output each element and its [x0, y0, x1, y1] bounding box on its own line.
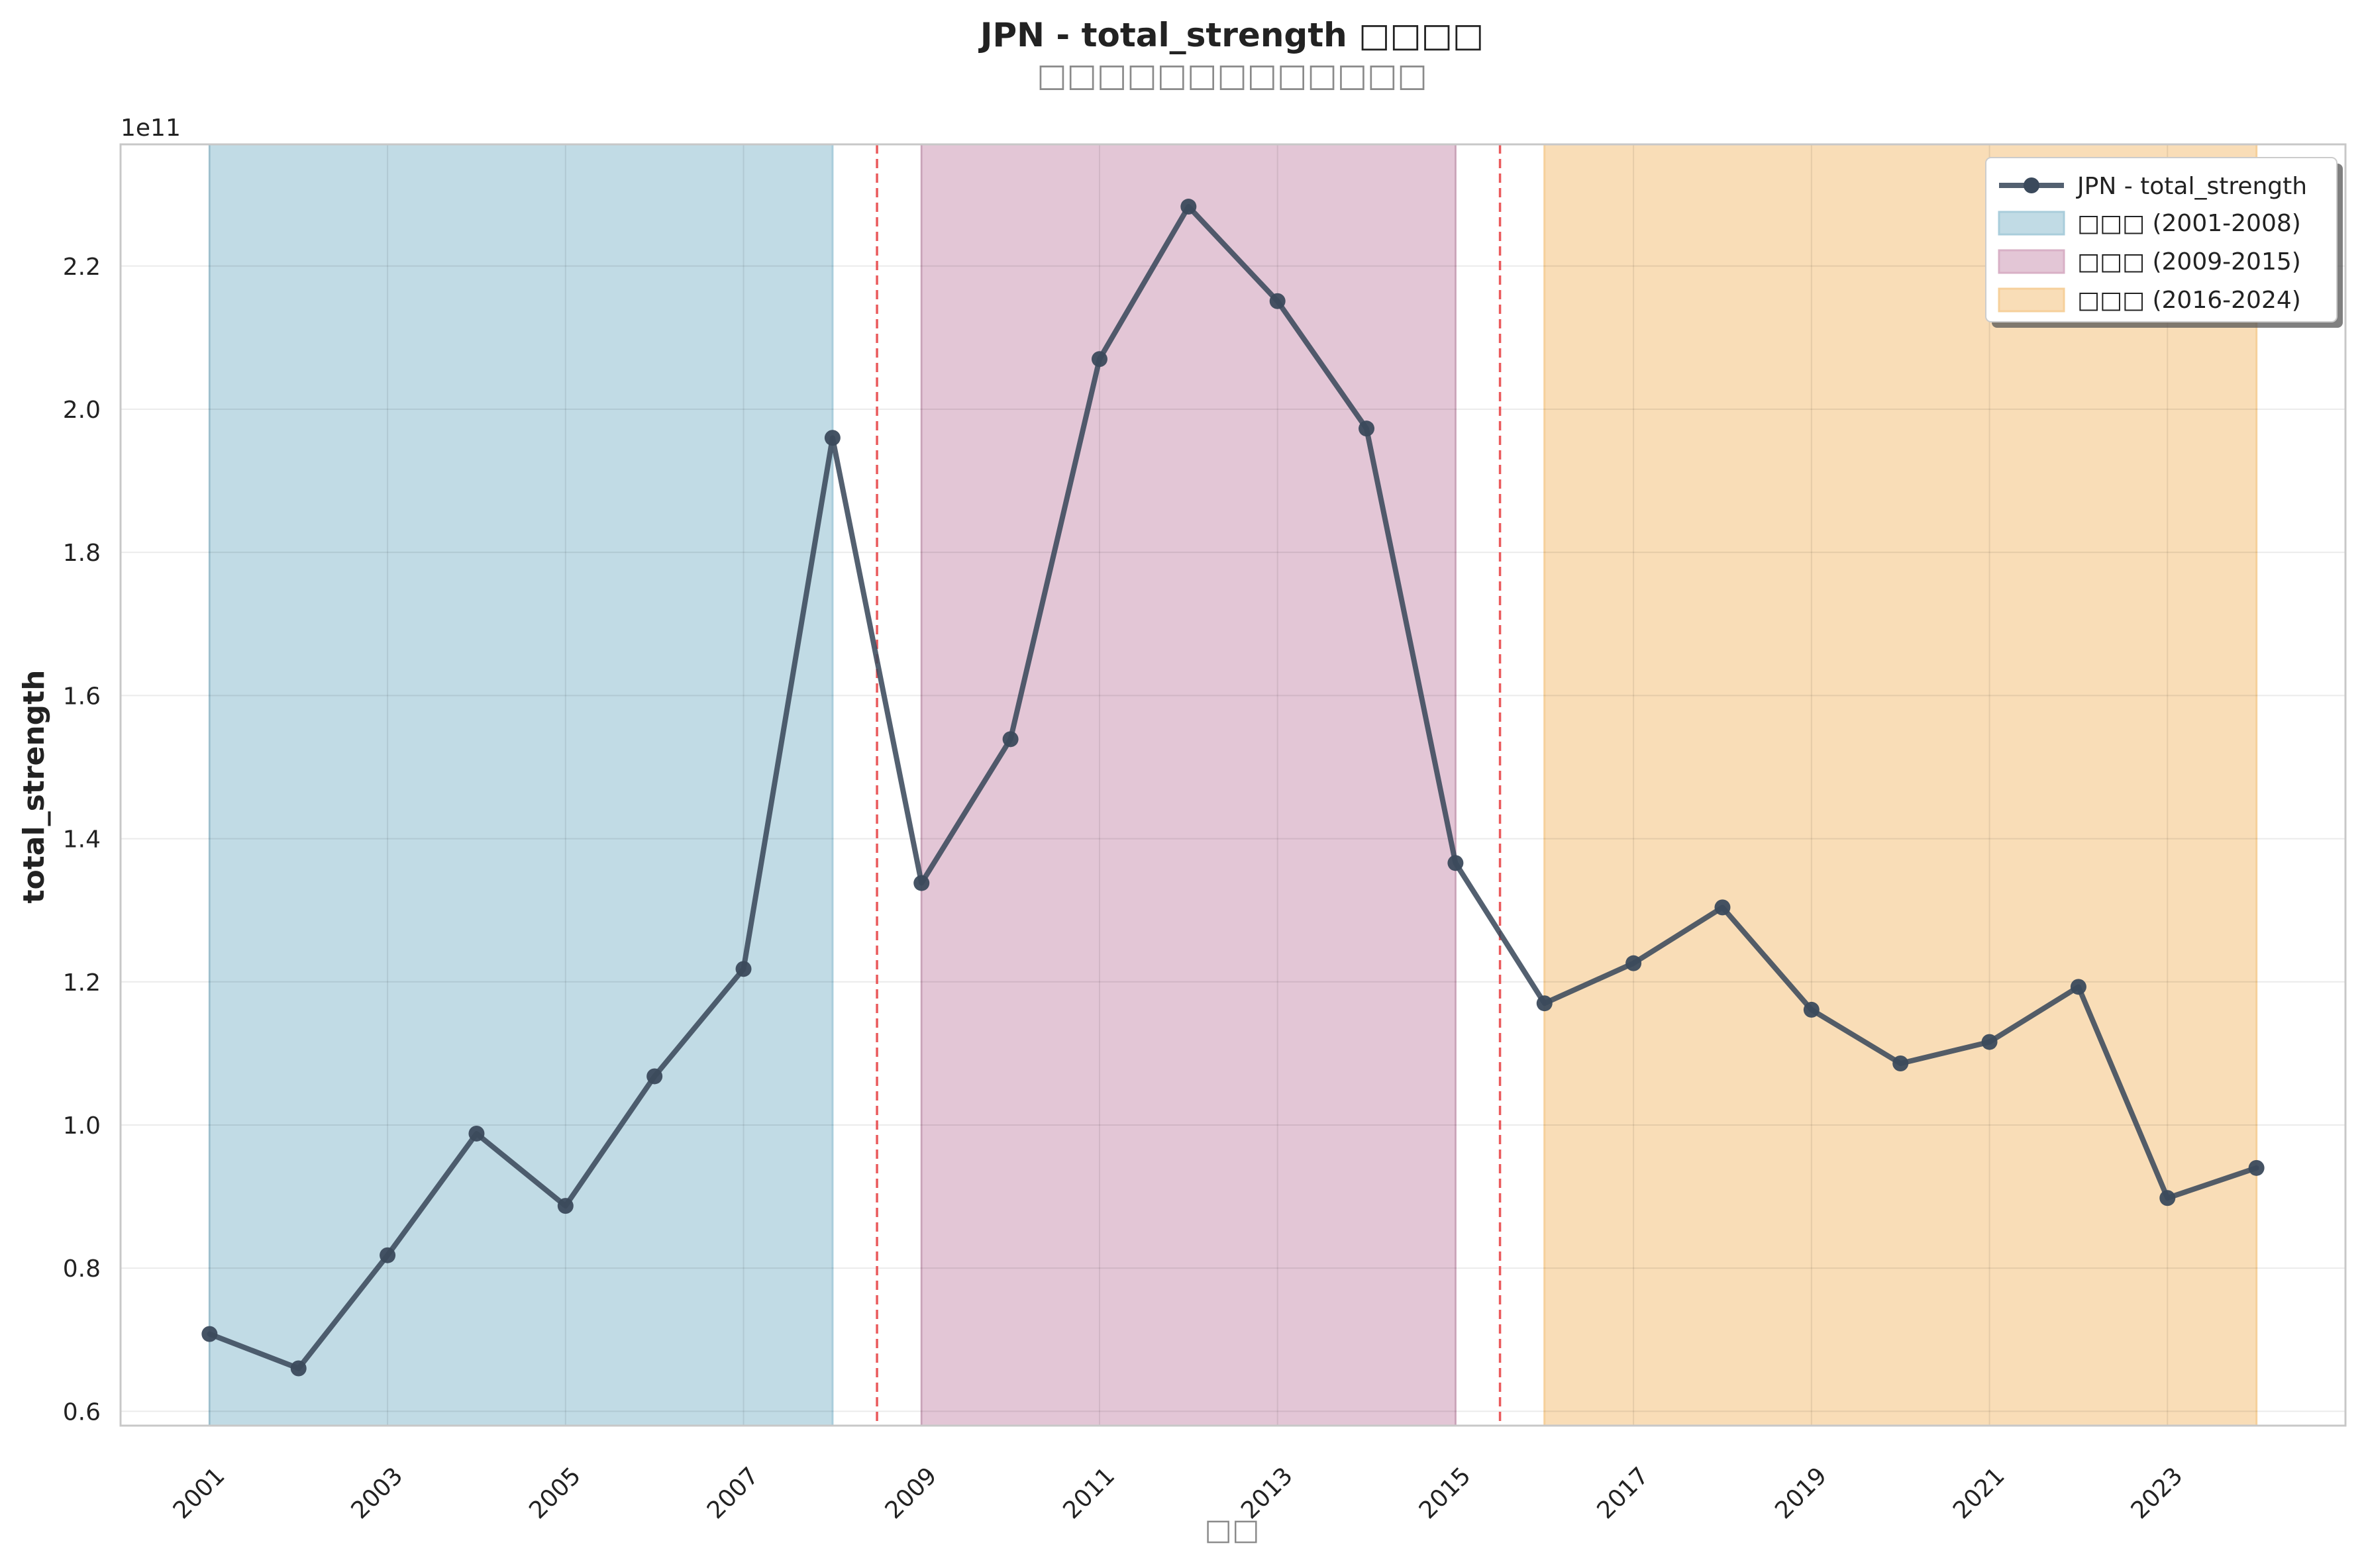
period-band	[208, 143, 834, 1427]
y-tick-label: 1.6	[63, 683, 101, 710]
breakpoint-lines	[876, 144, 1502, 1426]
data-point	[1803, 1001, 1820, 1018]
data-point	[1536, 995, 1553, 1012]
y-tick-label: 0.6	[63, 1398, 101, 1426]
legend-label: □□□ (2016-2024)	[2077, 287, 2301, 314]
x-tick-label: 2001	[168, 1462, 231, 1524]
data-point	[468, 1125, 485, 1142]
legend-box	[1985, 157, 2338, 322]
data-point	[1447, 855, 1464, 871]
y-tick-label: 1.0	[63, 1112, 101, 1140]
plot-area	[119, 143, 2347, 1427]
chart-subtitle: □□□□□□□□□□□□□	[1037, 57, 1427, 94]
legend-label: □□□ (2001-2008)	[2077, 210, 2301, 237]
data-point	[290, 1360, 307, 1377]
x-axis-ticks: 2001 2003 2005 2007 2009 2011 2013 2015 2017 2019…	[168, 1462, 2188, 1524]
chart-title: JPN - total_strength □□□□	[978, 16, 1484, 54]
legend-label: □□□ (2009-2015)	[2077, 248, 2301, 275]
y-tick-label: 1.8	[63, 540, 101, 567]
y-axis-ticks: 0.6 0.8 1.0 1.2 1.4 1.6 1.8 2.0 2.2	[63, 254, 101, 1426]
series-line	[207, 204, 2259, 1371]
data-point	[824, 430, 841, 446]
x-tick-label: 2005	[524, 1462, 586, 1524]
data-point	[1625, 955, 1642, 971]
period-bands	[208, 143, 2258, 1427]
data-point	[1892, 1055, 1909, 1072]
x-tick-label: 2011	[1058, 1462, 1120, 1524]
data-point	[380, 1247, 396, 1263]
data-point	[201, 1326, 218, 1342]
data-point	[1981, 1034, 1998, 1050]
data-point	[646, 1068, 663, 1085]
data-point	[1180, 199, 1197, 215]
legend-band-swatch	[1998, 287, 2065, 313]
x-tick-label: 2003	[346, 1462, 408, 1524]
data-point	[1714, 899, 1731, 916]
y-tick-label: 1.4	[63, 826, 101, 854]
y-tick-label: 2.2	[63, 254, 101, 281]
data-point	[1091, 351, 1107, 368]
data-point	[557, 1198, 574, 1214]
data-point	[2159, 1190, 2176, 1206]
y-offset-label: 1e11	[121, 115, 181, 142]
data-point	[1269, 293, 1286, 309]
data-point	[1002, 731, 1019, 748]
period-band	[1543, 143, 2258, 1427]
x-tick-label: 2021	[1948, 1462, 2010, 1524]
y-axis-label: total_strength	[17, 669, 51, 903]
legend: JPN - total_strength □□□ (2001-2008) □□□ (…	[1985, 157, 2343, 328]
x-tick-label: 2023	[2126, 1462, 2188, 1524]
period-band	[920, 143, 1457, 1427]
x-axis-label: □□	[1204, 1513, 1259, 1547]
y-tick-label: 2.0	[63, 397, 101, 424]
x-tick-label: 2009	[880, 1462, 943, 1524]
x-tick-label: 2007	[702, 1462, 764, 1524]
plot-frame	[119, 143, 2347, 1427]
data-point	[2248, 1159, 2265, 1176]
legend-marker-swatch	[2024, 177, 2039, 193]
x-tick-label: 2019	[1770, 1462, 1832, 1524]
legend-label: JPN - total_strength	[2076, 173, 2307, 200]
legend-band-swatch	[1998, 211, 2065, 236]
x-tick-label: 2017	[1592, 1462, 1655, 1524]
series-layer	[201, 199, 2265, 1377]
data-point	[735, 961, 752, 977]
x-tick-label: 2015	[1414, 1462, 1476, 1524]
data-point	[1359, 420, 1375, 437]
y-tick-label: 1.2	[63, 969, 101, 997]
legend-band-swatch	[1998, 249, 2065, 274]
y-tick-label: 0.8	[63, 1255, 101, 1283]
data-point	[913, 875, 930, 891]
data-point	[2070, 979, 2086, 995]
